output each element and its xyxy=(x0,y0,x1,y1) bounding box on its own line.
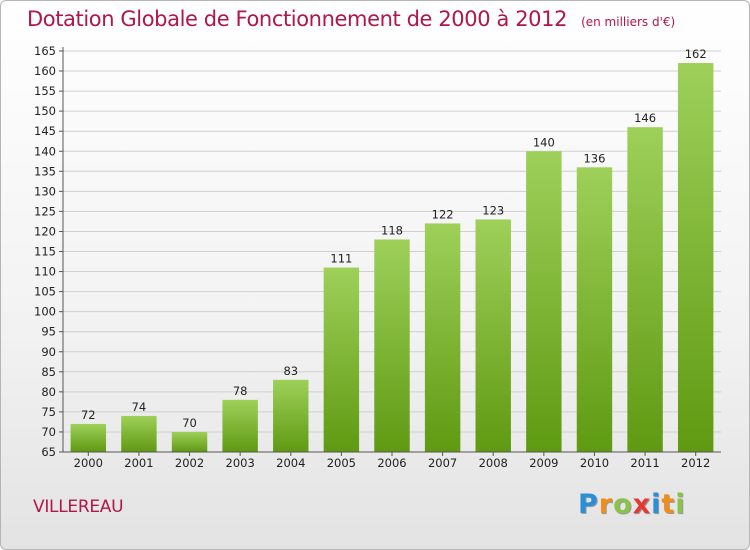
x-tick-label-2007: 2007 xyxy=(428,456,457,470)
x-tick-label-2012: 2012 xyxy=(681,456,710,470)
y-tick-label: 110 xyxy=(34,265,56,279)
y-tick-label: 100 xyxy=(34,305,56,319)
chart-title: Dotation Globale de Fonctionnement de 20… xyxy=(27,7,675,31)
y-tick-label: 115 xyxy=(34,245,56,259)
bar-2003 xyxy=(222,399,258,452)
title-text: Dotation Globale de Fonctionnement de 20… xyxy=(27,7,568,31)
bar-2012 xyxy=(677,63,714,452)
x-tick-label-2001: 2001 xyxy=(124,456,153,470)
y-tick-label: 85 xyxy=(41,365,56,379)
value-label-2011: 146 xyxy=(634,111,656,125)
logo-letter: r xyxy=(598,489,614,520)
bar-2008 xyxy=(475,219,511,452)
y-tick-label: 105 xyxy=(34,285,56,299)
proxiti-logo: Proxiti xyxy=(578,489,686,520)
bar-2011 xyxy=(627,127,663,452)
commune-name: VILLEREAU xyxy=(33,497,124,517)
value-label-2003: 78 xyxy=(233,384,248,398)
logo-letter: x xyxy=(632,489,652,520)
x-tick-label-2000: 2000 xyxy=(74,456,103,470)
bar-2006 xyxy=(374,239,410,452)
logo-letter: o xyxy=(613,489,633,520)
y-tick-label: 150 xyxy=(34,104,56,118)
x-tick-label-2011: 2011 xyxy=(630,456,659,470)
y-tick-label: 90 xyxy=(41,345,56,359)
value-label-2012: 162 xyxy=(685,47,707,61)
x-tick-label-2002: 2002 xyxy=(175,456,204,470)
y-tick-label: 120 xyxy=(34,224,56,238)
bar-2004 xyxy=(273,379,309,452)
value-labels: 72 74 70 78 83 111 118 122 123 140 136 146 162 xyxy=(81,47,707,430)
logo-letter: t xyxy=(661,489,676,520)
value-label-2001: 74 xyxy=(132,400,147,414)
value-label-2005: 111 xyxy=(330,252,352,266)
bar-2001 xyxy=(121,415,157,452)
value-label-2010: 136 xyxy=(583,151,605,165)
x-tick-label-2009: 2009 xyxy=(529,456,558,470)
value-label-2006: 118 xyxy=(381,223,403,237)
x-tick-label-2006: 2006 xyxy=(377,456,406,470)
y-tick-label: 70 xyxy=(41,425,56,439)
logo-letter: i xyxy=(675,489,686,520)
y-tick-label: 160 xyxy=(34,64,56,78)
unit-label: (en milliers d'€) xyxy=(581,15,676,29)
y-tick-label: 130 xyxy=(34,184,56,198)
bar-2009 xyxy=(526,151,562,452)
y-tick-label: 145 xyxy=(34,124,56,138)
value-label-2008: 123 xyxy=(482,203,504,217)
value-label-2004: 83 xyxy=(283,364,298,378)
bar-2010 xyxy=(576,167,613,453)
x-tick-label-2010: 2010 xyxy=(580,456,609,470)
x-tick-label-2004: 2004 xyxy=(276,456,305,470)
y-tick-label: 165 xyxy=(34,44,56,58)
bars xyxy=(70,63,714,453)
value-label-2007: 122 xyxy=(432,207,454,221)
value-label-2002: 70 xyxy=(182,416,197,430)
y-tick-label: 125 xyxy=(34,204,56,218)
value-label-2000: 72 xyxy=(81,408,96,422)
y-tick-label: 65 xyxy=(41,445,56,459)
y-tick-label: 75 xyxy=(41,405,56,419)
y-tick-label: 135 xyxy=(34,164,56,178)
bar-2002 xyxy=(171,431,208,452)
axes: 65 70 75 80 85 90 95 100 105 110 115 120 125 130 135 14… xyxy=(34,44,721,470)
bar-2007 xyxy=(424,223,461,452)
bar-2000 xyxy=(70,423,107,452)
bar-2005 xyxy=(323,267,360,452)
logo-letter: P xyxy=(578,489,599,520)
value-label-2009: 140 xyxy=(533,135,555,149)
y-tick-label: 155 xyxy=(34,84,56,98)
x-tick-label-2008: 2008 xyxy=(479,456,508,470)
y-tick-label: 140 xyxy=(34,144,56,158)
logo-letter: i xyxy=(651,489,662,520)
y-tick-label: 95 xyxy=(41,325,56,339)
x-tick-label-2003: 2003 xyxy=(226,456,255,470)
x-tick-label-2005: 2005 xyxy=(327,456,356,470)
y-tick-label: 80 xyxy=(41,385,56,399)
